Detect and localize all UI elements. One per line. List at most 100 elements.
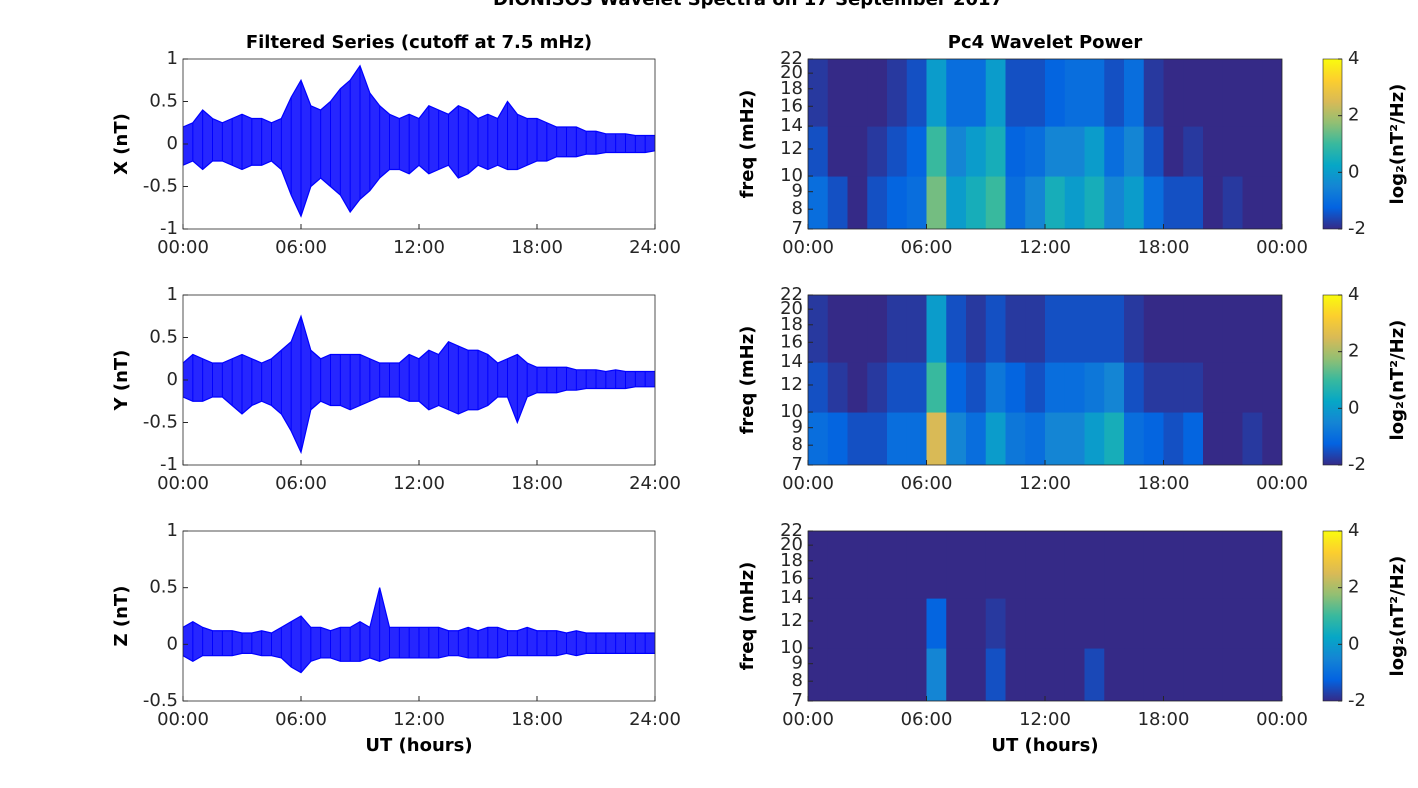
heat-cell <box>887 412 908 465</box>
x-tick-label: 12:00 <box>1019 709 1071 730</box>
heat-cell <box>1005 531 1026 599</box>
heat-cell <box>1242 531 1263 599</box>
y-tick-label: -0.5 <box>143 412 178 433</box>
colorbar-tick-label: 4 <box>1348 520 1359 541</box>
heat-cell <box>1124 648 1145 701</box>
y-tick-label: 1 <box>167 520 178 541</box>
heat-cell <box>1084 412 1105 465</box>
heat-cell <box>867 412 888 465</box>
heat-cell <box>1242 598 1263 649</box>
plot-area <box>808 295 1282 465</box>
heat-cell <box>1242 362 1263 413</box>
heat-cell <box>985 598 1006 649</box>
colorbar-tick-label: 2 <box>1348 341 1359 362</box>
colorbar-tick-label: 0 <box>1348 633 1359 654</box>
y-tick-label: 0.5 <box>149 577 178 598</box>
y-tick-label: 0.5 <box>149 91 178 112</box>
heat-cell <box>1183 412 1204 465</box>
y-tick-label: 12 <box>780 374 803 395</box>
heat-cell <box>1262 648 1282 701</box>
heat-cell <box>926 531 947 599</box>
heat-cell <box>867 648 888 701</box>
y-tick-label: 8 <box>792 670 803 691</box>
heat-cell <box>1084 598 1105 649</box>
y-tick-label: 8 <box>792 434 803 455</box>
x-tick-label: 00:00 <box>1256 237 1308 258</box>
heat-cell <box>1064 176 1085 229</box>
heat-cell <box>1183 295 1204 363</box>
y-tick-label: 7 <box>792 454 803 475</box>
heat-cell <box>847 59 868 127</box>
heat-cell <box>1005 59 1026 127</box>
heat-cell <box>1183 59 1204 127</box>
x-tick-label: 24:00 <box>629 473 681 494</box>
y-tick-label: -0.5 <box>143 176 178 197</box>
x-tick-label: 18:00 <box>1138 237 1190 258</box>
heat-cell <box>966 59 987 127</box>
heat-cell <box>1005 648 1026 701</box>
heat-cell <box>1262 412 1282 465</box>
y-axis-label: freq (mHz) <box>737 326 758 435</box>
x-tick-label: 18:00 <box>511 237 563 258</box>
heat-cell <box>926 598 947 649</box>
heat-cell <box>1104 59 1125 127</box>
heat-cell <box>985 176 1006 229</box>
heat-cell <box>808 126 829 177</box>
colorbar <box>1322 530 1343 702</box>
heat-cell <box>985 362 1006 413</box>
colorbar-tick-label: -2 <box>1348 454 1366 475</box>
y-tick-label: 12 <box>780 138 803 159</box>
x-tick-label: 06:00 <box>275 709 327 730</box>
plot-area <box>183 587 655 674</box>
heat-cell <box>1064 598 1085 649</box>
heat-cell <box>827 598 848 649</box>
plot-area <box>808 59 1282 229</box>
heat-cell <box>906 126 927 177</box>
heat-cell <box>867 126 888 177</box>
heat-cell <box>1143 59 1164 127</box>
heat-cell <box>1084 531 1105 599</box>
colorbar-label: log₂(nT²/Hz) <box>1387 320 1408 441</box>
heat-cell <box>966 176 987 229</box>
heat-cell <box>827 126 848 177</box>
y-tick-label: -1 <box>160 218 178 239</box>
heat-cell <box>827 59 848 127</box>
heat-cell <box>1222 648 1243 701</box>
x-tick-label: 06:00 <box>901 237 953 258</box>
x-tick-label: 06:00 <box>901 709 953 730</box>
heat-cell <box>1084 648 1105 701</box>
heat-cell <box>1183 362 1204 413</box>
heat-cell <box>1124 412 1145 465</box>
heat-cell <box>1222 362 1243 413</box>
heat-cell <box>946 531 967 599</box>
heat-cell <box>1045 362 1066 413</box>
heat-cell <box>1084 126 1105 177</box>
x-tick-label: 18:00 <box>511 473 563 494</box>
heat-cell <box>1222 126 1243 177</box>
y-tick-label: 16 <box>780 567 803 588</box>
heat-cell <box>1104 126 1125 177</box>
heat-cell <box>867 176 888 229</box>
heat-cell <box>1124 295 1145 363</box>
heat-cell <box>1163 531 1184 599</box>
heat-cell <box>1203 176 1224 229</box>
heat-cell <box>906 59 927 127</box>
heat-cell <box>926 295 947 363</box>
heat-cell <box>946 126 967 177</box>
heat-cell <box>827 648 848 701</box>
y-tick-label: 8 <box>792 198 803 219</box>
heat-cell <box>827 412 848 465</box>
x-tick-label: 00:00 <box>157 237 209 258</box>
heat-cell <box>1222 176 1243 229</box>
heat-cell <box>847 126 868 177</box>
heat-cell <box>946 59 967 127</box>
heat-cell <box>1124 362 1145 413</box>
heat-cell <box>1045 59 1066 127</box>
heat-cell <box>946 176 967 229</box>
colorbar-tick-label: 2 <box>1348 577 1359 598</box>
heat-cell <box>1005 176 1026 229</box>
heat-cell <box>887 531 908 599</box>
heat-cell <box>985 531 1006 599</box>
heat-cell <box>946 295 967 363</box>
